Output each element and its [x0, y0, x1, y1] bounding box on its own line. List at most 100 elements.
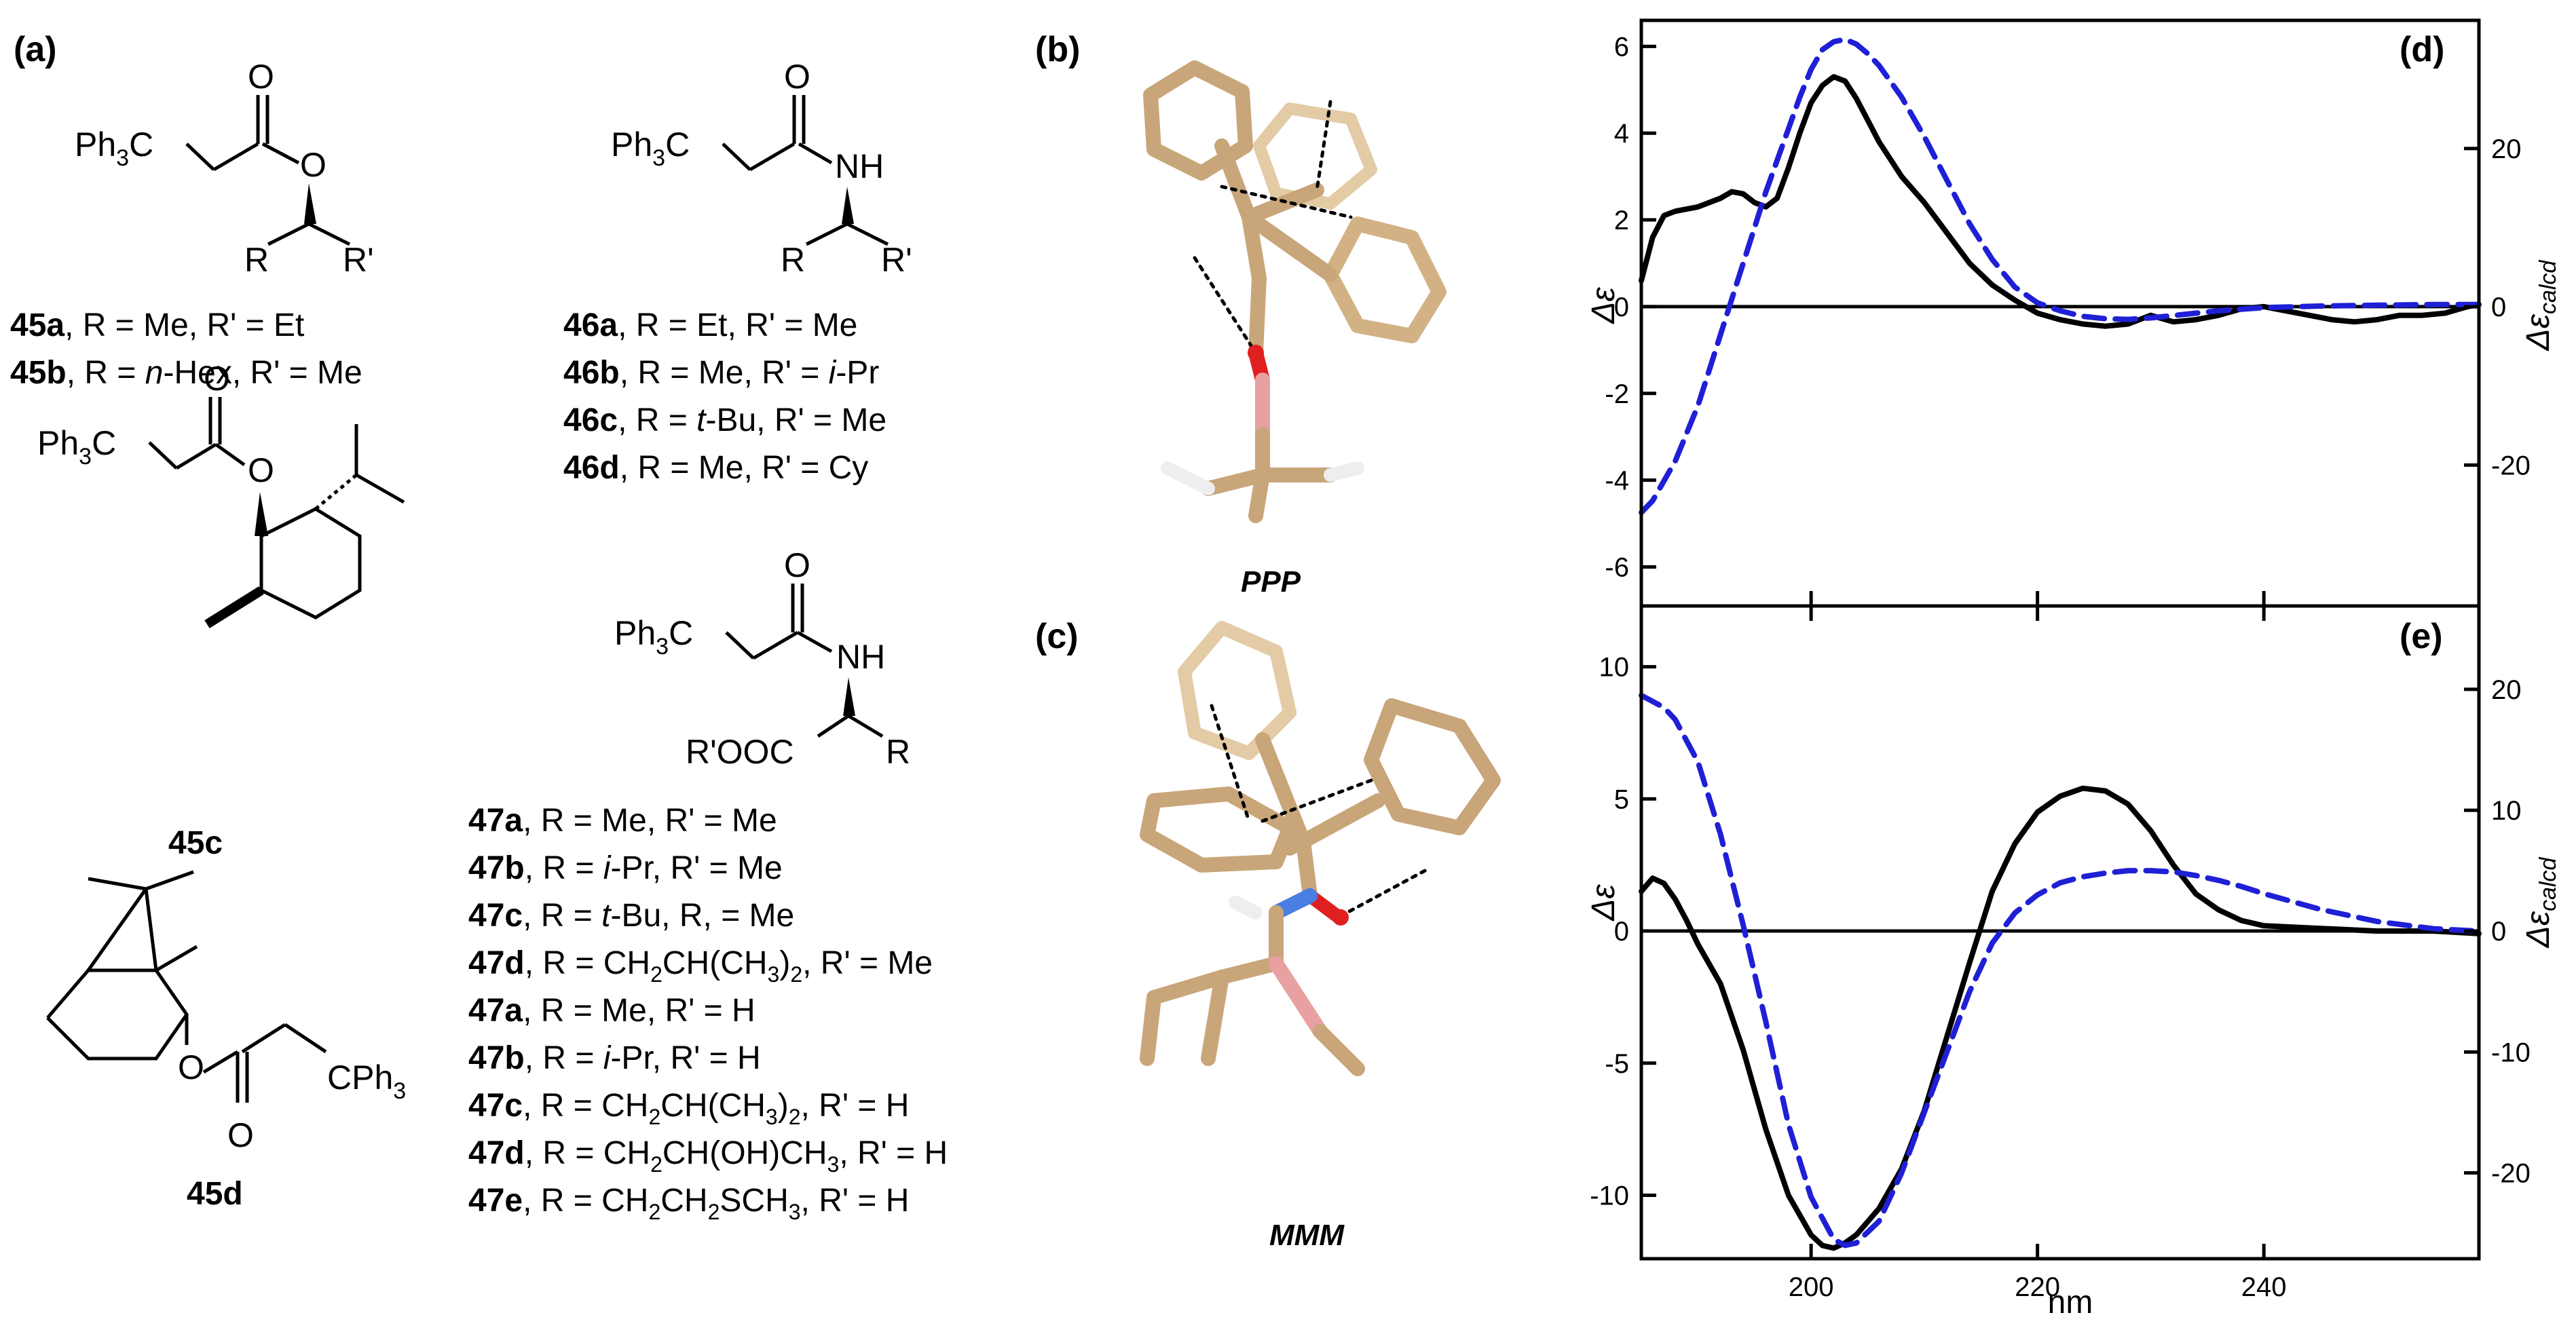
sub-3: 3	[652, 145, 665, 171]
compound-line: 46a, R = Et, R' = Me	[563, 307, 857, 343]
cyclohexane-ring	[259, 507, 362, 620]
y2-tick-label: 10	[2491, 796, 2522, 826]
bond	[88, 877, 147, 891]
wedge-bond	[842, 187, 854, 224]
rprime-label: R'	[343, 241, 374, 279]
phenyl-ring	[1323, 216, 1446, 343]
phenyl-ring	[1143, 60, 1253, 180]
ph-text: Ph	[611, 126, 652, 164]
bond	[1201, 970, 1229, 1066]
y2-subscript: calcd	[2535, 260, 2561, 314]
structure-45c: Ph3C O O	[37, 360, 405, 628]
compound-line: 45b, R = n-Hex, R' = Me	[10, 355, 362, 391]
y-tick-label: -2	[1605, 379, 1629, 409]
wedge-bond	[204, 586, 264, 628]
phenyl-ring	[1253, 102, 1377, 210]
y-tick-label: 5	[1614, 784, 1629, 814]
bond	[796, 630, 833, 653]
oxygen-atom	[1332, 909, 1349, 926]
svg-text:Ph3C: Ph3C	[614, 614, 693, 660]
bond	[202, 1050, 239, 1074]
sub-3: 3	[79, 444, 92, 470]
atom-o: O	[784, 58, 810, 96]
svg-text:Ph3C: Ph3C	[37, 424, 116, 470]
r-label: R	[244, 241, 269, 279]
sub-3: 3	[393, 1078, 406, 1104]
r-label: R	[886, 733, 910, 771]
atom-o: O	[227, 1116, 254, 1154]
y-tick-label: 4	[1614, 119, 1629, 149]
x-tick-label: 200	[1789, 1272, 1834, 1302]
bond	[175, 442, 217, 470]
y-tick-label: -4	[1605, 466, 1629, 496]
c-text: C	[665, 126, 690, 164]
conformer-label: MMM	[1269, 1219, 1345, 1252]
bond	[307, 222, 351, 246]
nh-label: NH	[835, 147, 884, 185]
molecule-ppp	[1143, 60, 1446, 523]
bond	[214, 442, 246, 467]
panel-label-b: (b)	[1035, 30, 1080, 69]
oxygen-atom	[1248, 345, 1264, 361]
phenyl-ring	[1178, 621, 1296, 760]
y-axis-title: Δε	[1586, 883, 1622, 921]
y2-tick-label: 0	[2491, 917, 2506, 947]
y2-tick-label: -20	[2491, 451, 2531, 480]
y-tick-label: 6	[1614, 32, 1629, 62]
bond	[261, 142, 300, 165]
cd-chart-e: (e) Δε Δεcalcd -10 -5 0 5 10 -20 -10 0 10 20 200 22…	[1586, 604, 2561, 1302]
bond	[1296, 834, 1318, 903]
y-axis-title: Δε	[1586, 286, 1622, 324]
bond	[144, 888, 158, 971]
bond	[752, 630, 799, 660]
c-text: C	[129, 126, 153, 164]
y-tick-label: 0	[1614, 292, 1629, 322]
bond	[145, 870, 194, 891]
bond	[155, 945, 198, 972]
bond	[1242, 183, 1324, 225]
bond	[1161, 461, 1215, 495]
atom-o: O	[248, 451, 274, 489]
atom-o: O	[784, 546, 810, 584]
bond	[355, 473, 405, 504]
panel-c: (c) MMM	[1035, 617, 1501, 1252]
bond	[1146, 970, 1229, 1005]
bond	[1248, 271, 1267, 360]
bond	[212, 142, 259, 172]
structure-46: Ph3C O NH R R'	[611, 58, 912, 279]
hashed-bond	[314, 474, 358, 510]
bond	[1214, 956, 1284, 985]
atom-o: O	[248, 58, 274, 96]
ph-text: Ph	[37, 424, 79, 462]
x-tick-label: 220	[2015, 1272, 2060, 1302]
compound-line: 47c, R = t-Bu, R, = Me	[468, 898, 794, 934]
ph-text: Ph	[75, 126, 116, 164]
structure-45ab: Ph3C O O R R'	[75, 58, 374, 279]
ph-text: Ph	[614, 614, 656, 652]
bond	[817, 714, 850, 738]
interaction-line	[1210, 704, 1251, 823]
wedge-bond	[843, 677, 855, 716]
y-tick-label: 2	[1614, 206, 1629, 235]
bond	[1255, 732, 1311, 849]
wedge-bond	[304, 183, 316, 224]
bond	[267, 222, 310, 246]
bond	[1214, 138, 1256, 225]
compound-line: 47a, R = Me, R' = H	[468, 993, 755, 1029]
x-tick-label: 240	[2241, 1272, 2287, 1302]
y2-tick-label: -10	[2491, 1038, 2531, 1067]
interaction-line	[1220, 185, 1353, 219]
calculated-cd-curve	[1639, 692, 2482, 1249]
y2-tick-label: -20	[2491, 1159, 2531, 1189]
compound-line: 46c, R = t-Bu, R' = Me	[563, 402, 886, 438]
y-tick-label: 10	[1599, 653, 1630, 683]
atom-o: O	[204, 360, 230, 398]
bond	[1324, 461, 1364, 482]
y-tick-label: -5	[1605, 1049, 1629, 1079]
interaction-line	[1315, 100, 1332, 192]
compound-line: 47b, R = i-Pr, R' = Me	[468, 850, 783, 886]
calculated-cd-curve	[1639, 37, 2482, 516]
bond	[86, 888, 148, 972]
